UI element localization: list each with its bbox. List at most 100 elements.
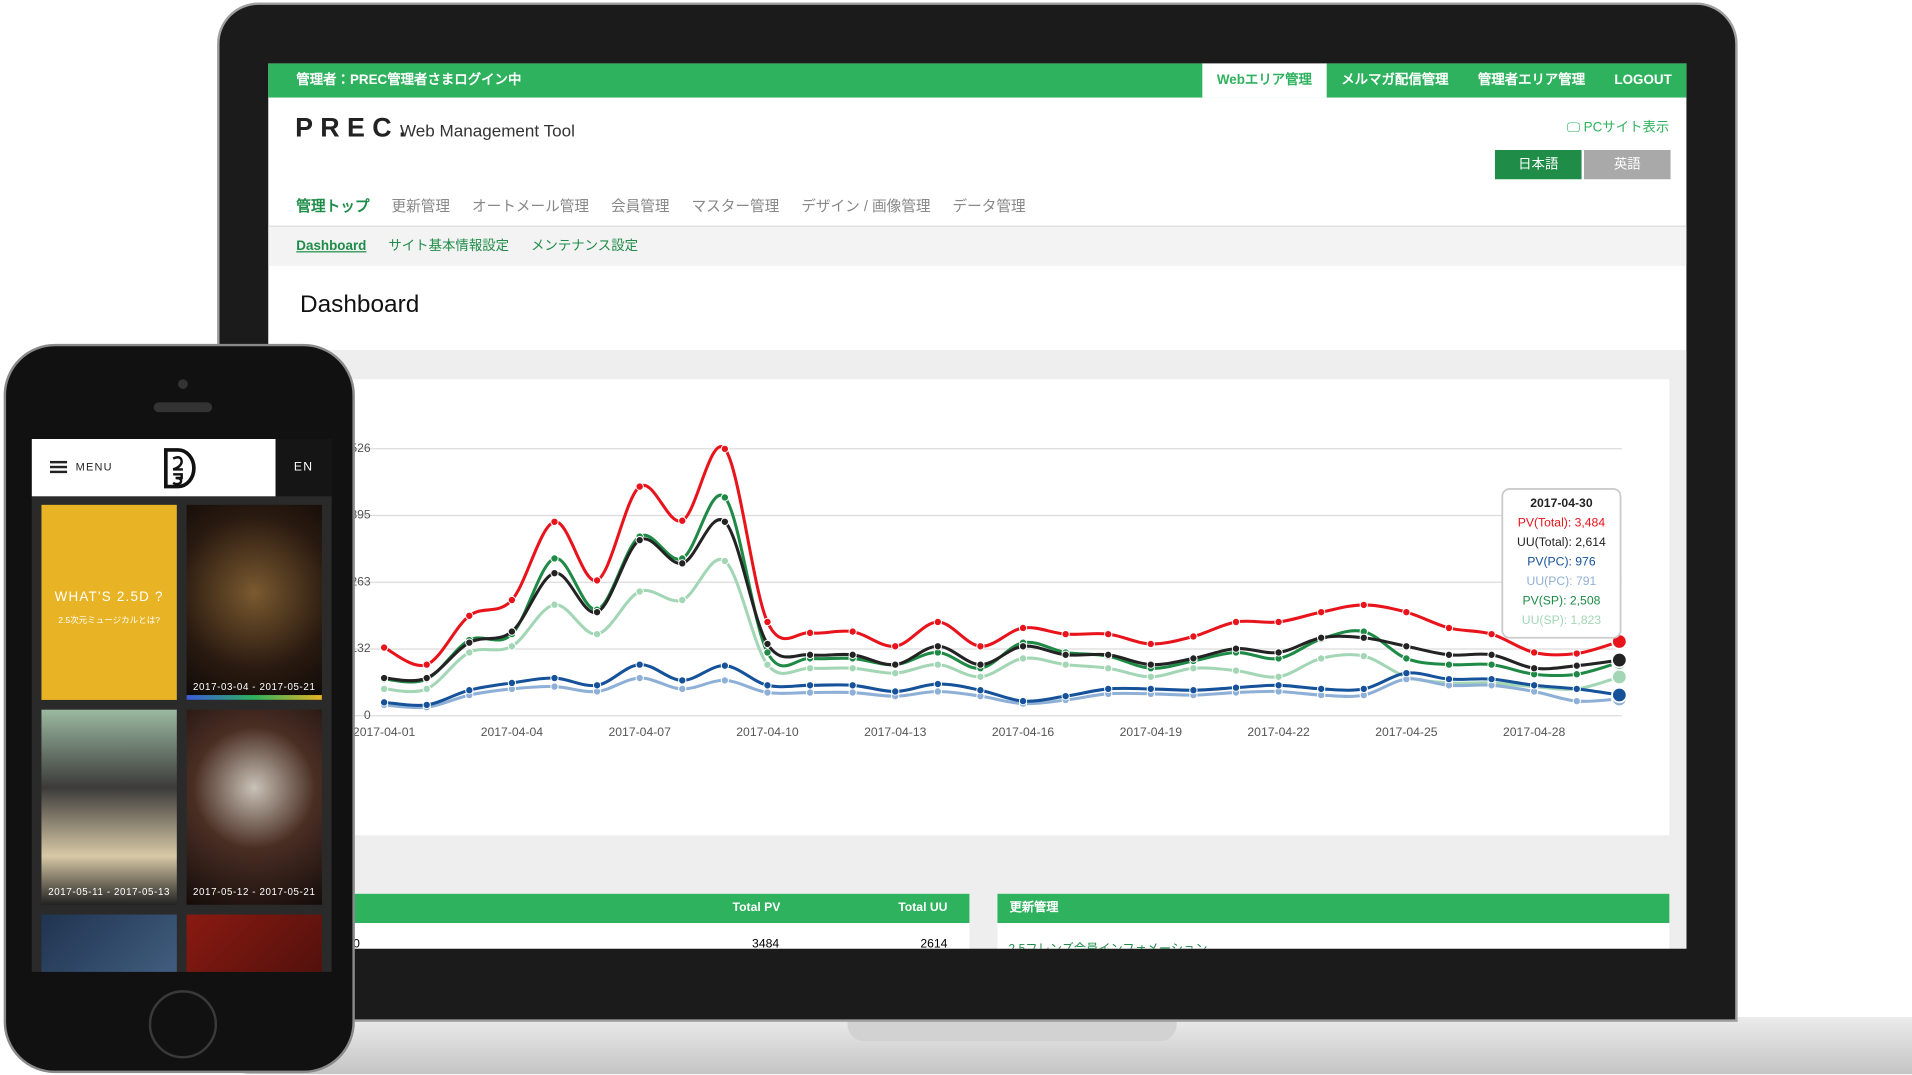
sub-nav-item[interactable]: メンテナンス設定 (531, 239, 639, 254)
point (805, 650, 815, 659)
point (1359, 633, 1368, 642)
tile-show[interactable] (186, 914, 322, 972)
nav-item[interactable]: 会員管理 (610, 197, 670, 215)
tile-show[interactable] (41, 914, 177, 972)
point (1530, 664, 1539, 673)
point (1104, 650, 1113, 659)
header-cell: Total PV (732, 901, 781, 915)
point (422, 660, 431, 669)
nav-item[interactable]: 更新管理 (391, 197, 450, 215)
tooltip-item: UU(PC): 791 (1527, 574, 1597, 588)
tile-title: WHAT'S 2.5D ? (54, 590, 164, 605)
point (720, 517, 730, 526)
x-tick-label: 2017-04-25 (1375, 725, 1438, 739)
point (1231, 617, 1241, 627)
logo[interactable]: PREC. (295, 112, 414, 143)
point (678, 516, 687, 525)
x-tick-label: 2017-04-13 (864, 725, 927, 739)
phone-header: MENU (31, 438, 276, 497)
point (1104, 629, 1113, 639)
point (1018, 642, 1028, 651)
update-link[interactable]: 2.5フレンズ会員インフォメーション (1008, 938, 1207, 949)
tile-dates: 2017-05-12 - 2017-05-21 (192, 886, 316, 898)
point (1146, 660, 1155, 669)
point (848, 627, 857, 636)
chart: 03,1326,2639,39512,5262017-04-012017-04-… (333, 441, 1628, 739)
point (1530, 648, 1539, 657)
tab[interactable]: Webエリア管理 (1202, 63, 1327, 98)
home-button[interactable] (148, 990, 218, 1059)
sub-nav-item[interactable]: サイト基本情報設定 (388, 239, 510, 254)
point (763, 688, 772, 697)
point (1189, 686, 1198, 695)
tile-show[interactable]: 2017-05-12 - 2017-05-21 (186, 709, 322, 905)
point (1402, 608, 1411, 617)
point (1146, 672, 1155, 681)
tile-show[interactable]: 2017-05-11 - 2017-05-13 (41, 709, 177, 905)
point (1487, 674, 1496, 684)
language-toggle[interactable]: EN (275, 438, 332, 497)
tile-dates: 2017-03-04 - 2017-05-21 (192, 681, 316, 693)
point (422, 673, 431, 683)
point (550, 673, 559, 683)
point (1402, 642, 1411, 651)
site-logo[interactable] (162, 448, 196, 489)
point (1104, 684, 1113, 694)
x-tick-label: 2017-04-07 (609, 725, 672, 739)
nav-item[interactable]: 管理トップ (296, 197, 370, 215)
point (1231, 683, 1241, 692)
point (550, 517, 559, 526)
x-tick-label: 2017-04-22 (1247, 725, 1310, 739)
point (848, 688, 857, 697)
point (550, 569, 559, 578)
point (1189, 654, 1198, 663)
tab[interactable]: LOGOUT (1614, 73, 1672, 88)
point (1444, 674, 1454, 684)
point (1061, 650, 1070, 659)
point (592, 576, 602, 585)
tile-subtitle: 2.5次元ミュージカルとは? (58, 617, 161, 626)
nav-item[interactable]: デザイン / 画像管理 (801, 197, 931, 215)
point (933, 617, 942, 627)
point (1274, 681, 1283, 690)
point (1018, 654, 1028, 663)
point (720, 556, 730, 566)
point (1572, 661, 1581, 670)
sub-nav: Dashboard サイト基本情報設定 メンテナンス設定 (268, 225, 1687, 266)
series (379, 660, 1628, 710)
phone-speaker (153, 402, 213, 413)
tile-dates: 2017-05-11 - 2017-05-13 (48, 886, 171, 898)
tile-show[interactable]: 2017-03-04 - 2017-05-21 (186, 504, 322, 700)
language-button[interactable]: 英語 (1583, 149, 1671, 180)
tile-about[interactable]: WHAT'S 2.5D ? 2.5次元ミュージカルとは? (41, 504, 177, 700)
point (635, 482, 644, 491)
nav-item[interactable]: マスター管理 (691, 197, 780, 215)
nav-item[interactable]: データ管理 (952, 197, 1026, 215)
tab[interactable]: 管理者エリア管理 (1477, 73, 1586, 88)
pc-site-link[interactable]: 🖵 PCサイト表示 (1567, 117, 1669, 137)
point (1061, 692, 1070, 701)
tooltip-item: PV(PC): 976 (1527, 554, 1596, 568)
top-bar: 管理者：PREC管理者さまログイン中 Webエリア管理 メルマガ配信管理 管理者… (268, 63, 1687, 98)
point (848, 681, 857, 690)
tooltip-box (1501, 488, 1622, 639)
hamburger-icon[interactable] (49, 460, 68, 474)
sub-nav-item[interactable]: Dashboard (296, 239, 367, 254)
point (1487, 660, 1496, 669)
point (933, 660, 942, 669)
point (720, 661, 730, 670)
point (976, 672, 985, 681)
link-text[interactable]: PCサイト表示 (1583, 120, 1670, 136)
login-status: 管理者：PREC管理者さまログイン中 (296, 73, 522, 88)
language-button[interactable]: 日本語 (1494, 149, 1582, 180)
menu-label[interactable]: MENU (75, 460, 113, 474)
tooltip-title: 2017-04-30 (1530, 496, 1593, 510)
panel-title: 更新管理 (997, 893, 1670, 924)
point (720, 493, 730, 502)
nav-item[interactable]: オートメール管理 (471, 197, 590, 215)
point (379, 698, 389, 707)
tab[interactable]: メルマガ配信管理 (1341, 73, 1449, 88)
language-switch: 日本語 英語 (1494, 149, 1671, 180)
